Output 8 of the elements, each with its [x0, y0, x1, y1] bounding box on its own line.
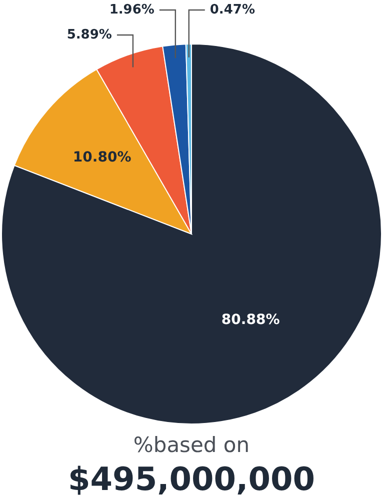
data-label: 0.47%	[210, 2, 255, 18]
data-label: 80.88%	[221, 312, 280, 328]
text: $495,000,000	[68, 460, 315, 498]
text: %based on	[133, 433, 250, 457]
data-label: 1.96%	[109, 2, 154, 18]
data-label: 10.80%	[72, 149, 132, 166]
data-label: 5.89%	[66, 28, 112, 42]
pie-slice	[1, 44, 382, 424]
